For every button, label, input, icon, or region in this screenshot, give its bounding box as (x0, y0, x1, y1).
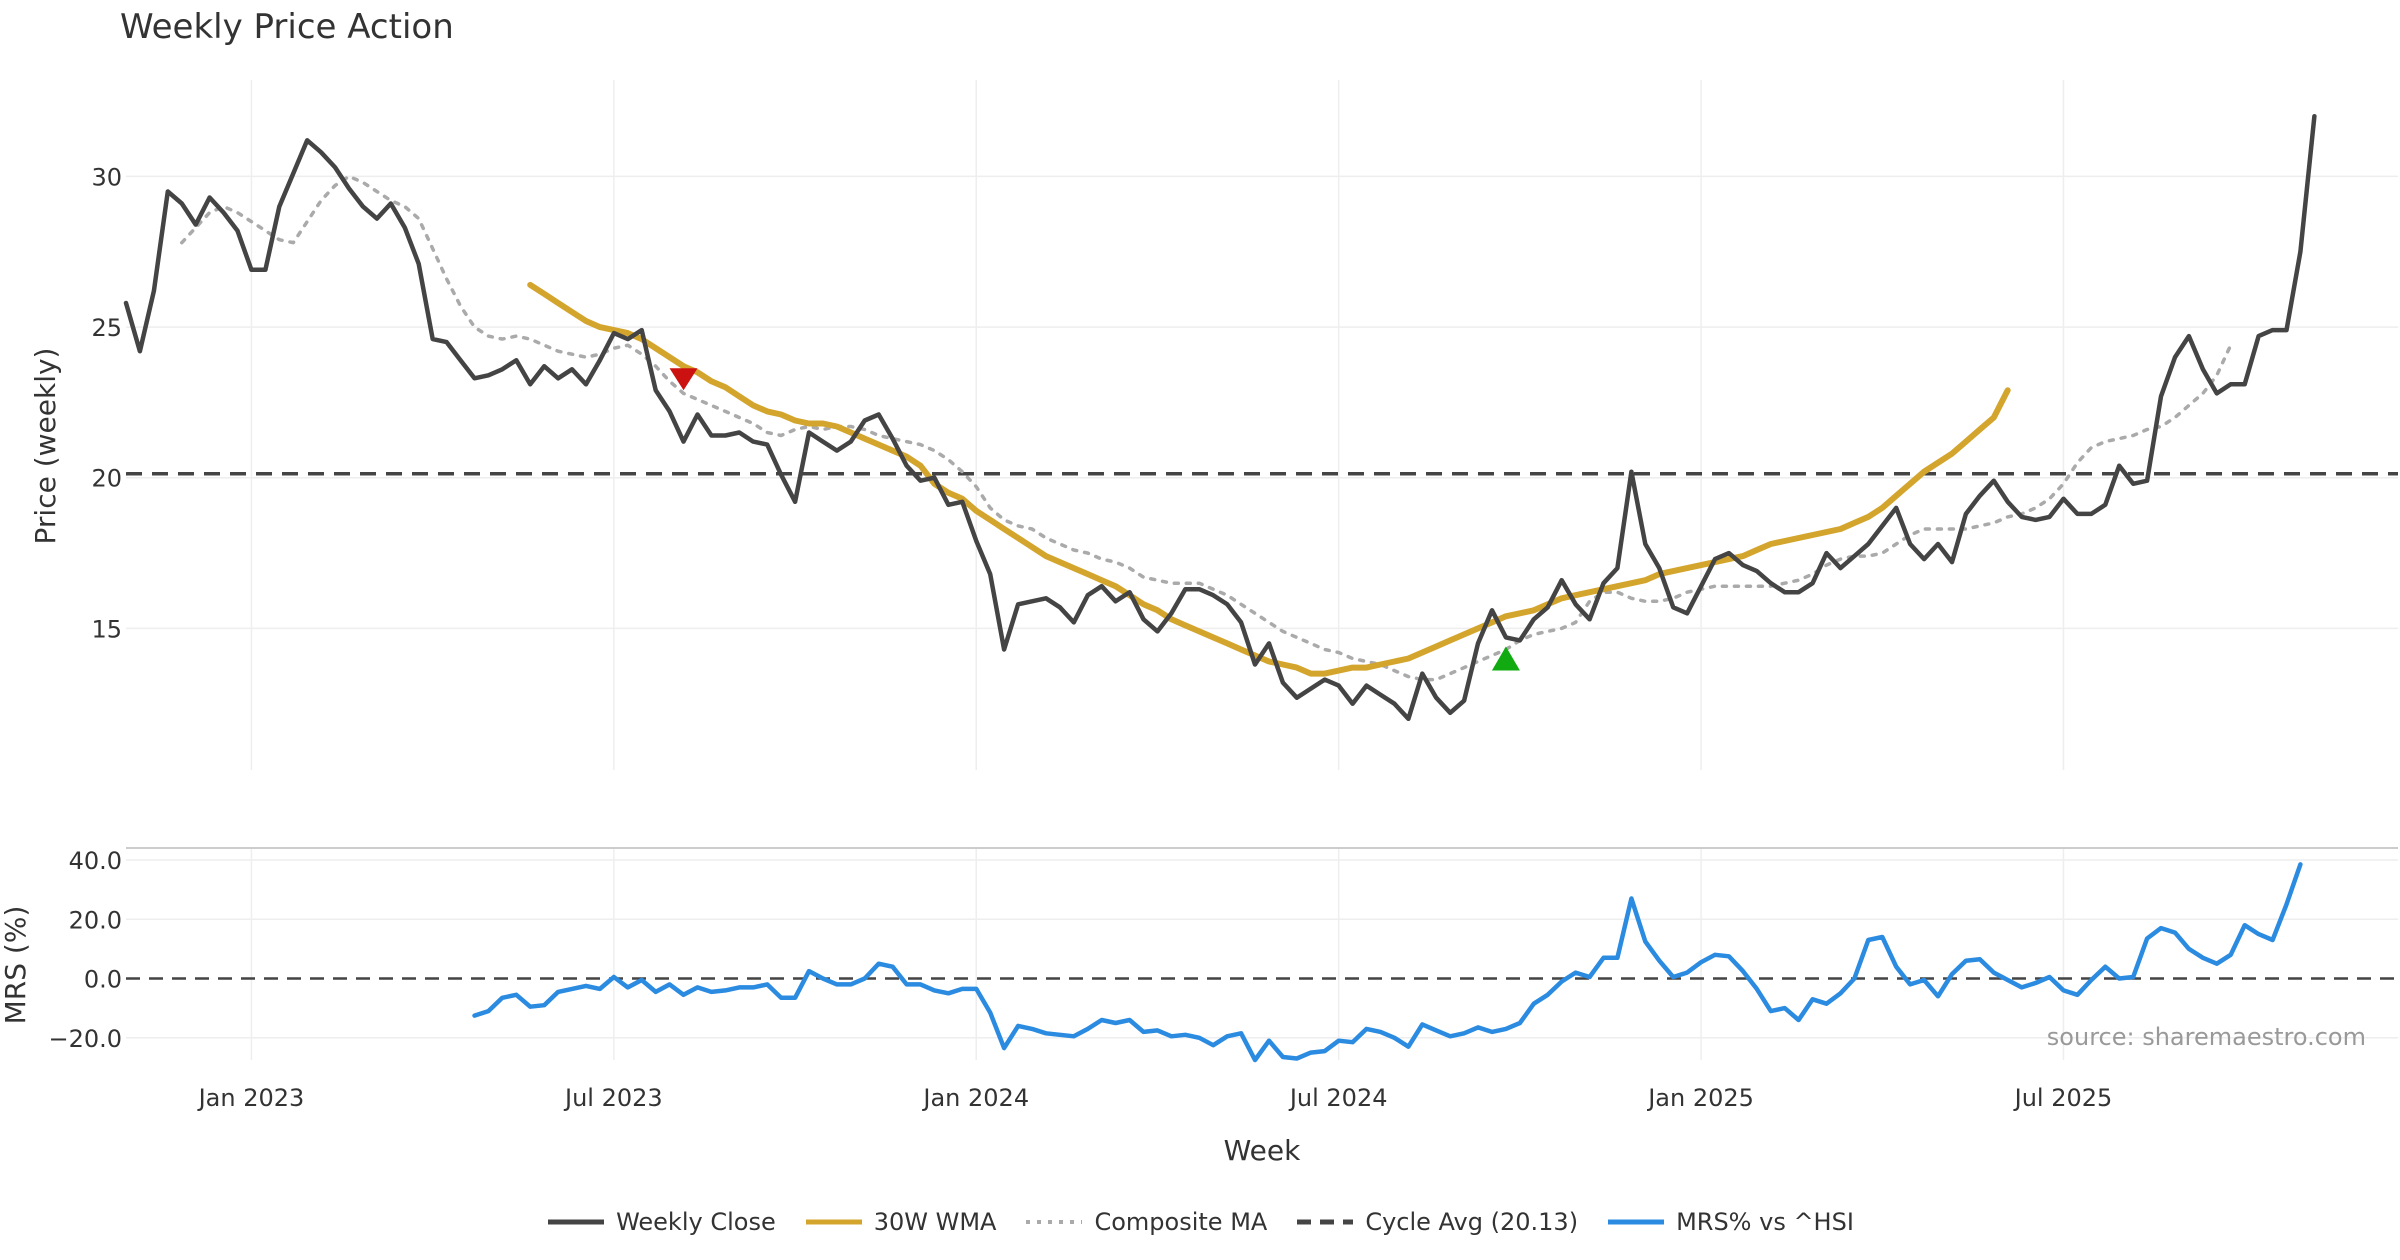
composite-ma-line (180, 174, 2233, 682)
legend-item-wma: 30W WMA (804, 1208, 997, 1236)
legend-label: Cycle Avg (20.13) (1365, 1208, 1579, 1236)
legend-label: 30W WMA (873, 1208, 997, 1236)
price-y-tick-label: 30 (91, 163, 122, 191)
legend-label: Weekly Close (616, 1208, 776, 1236)
x-axis-title: Week (1224, 1134, 1301, 1167)
x-gridlines (250, 80, 2065, 1060)
x-tick-label: Jan 2023 (197, 1084, 305, 1112)
legend-swatch-mrs (1608, 1219, 1665, 1225)
x-tick-label: Jan 2024 (921, 1084, 1029, 1112)
x-tick-label: Jul 2023 (563, 1084, 663, 1112)
x-tick-label: Jan 2025 (1646, 1084, 1754, 1112)
mrs-y-tick-label: 0.0 (84, 966, 122, 994)
legend-swatch-wma (805, 1219, 862, 1225)
legend-item-composite: Composite MA (1024, 1208, 1267, 1236)
legend: Weekly Close 30W WMA Composite MA Cycle Avg… (0, 1208, 2400, 1236)
x-axis: Jan 2023 Jul 2023 Jan 2024 Jul 2024 Jan 2025… (197, 1084, 2113, 1112)
x-tick-label: Jul 2024 (1288, 1084, 1388, 1112)
buy-signal-marker (1491, 646, 1520, 671)
price-y-tick-label: 15 (91, 615, 122, 643)
legend-item-mrs: MRS% vs ^HSI (1606, 1208, 1854, 1236)
legend-swatch-close (548, 1219, 605, 1225)
mrs-y-tick-label: 40.0 (69, 847, 122, 875)
x-tick-label: Jul 2025 (2013, 1084, 2113, 1112)
mrs-line (472, 862, 2303, 1063)
price-y-axis-title: Price (weekly) (29, 348, 62, 545)
legend-label: MRS% vs ^HSI (1676, 1208, 1854, 1236)
price-y-tick-label: 20 (91, 465, 122, 493)
legend-swatch-composite (1026, 1220, 1083, 1224)
mrs-panel: 40.0 20.0 0.0 −20.0 (48, 847, 2398, 1063)
source-attribution: source: sharemaestro.com (2047, 1023, 2366, 1051)
price-y-tick-label: 25 (91, 314, 122, 342)
mrs-y-tick-label: 20.0 (69, 906, 122, 934)
wma-30w-line (527, 281, 2011, 677)
chart-canvas: Weekly Price Action 15 20 25 30 40.0 20.0 0.0… (0, 7, 2398, 1167)
legend-item-close: Weekly Close (546, 1208, 776, 1236)
legend-item-cycle: Cycle Avg (20.13) (1295, 1208, 1578, 1236)
weekly-close-line (123, 113, 2317, 722)
mrs-y-tick-label: −20.0 (48, 1025, 122, 1053)
chart-title: Weekly Price Action (120, 7, 454, 47)
legend-swatch-cycle (1297, 1219, 1354, 1225)
price-panel: 15 20 25 30 (91, 113, 2398, 722)
sell-signal-marker (669, 368, 698, 391)
mrs-y-axis-title: MRS (%) (0, 906, 32, 1025)
legend-label: Composite MA (1094, 1208, 1268, 1236)
